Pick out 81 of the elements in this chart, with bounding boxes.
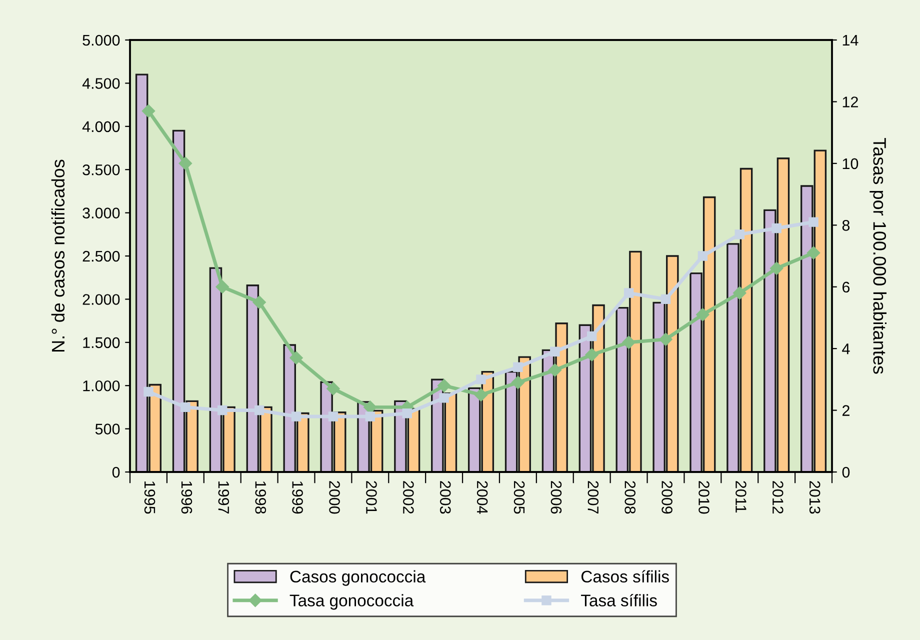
point <box>402 408 412 418</box>
x-tick-label: 2005 <box>514 481 525 514</box>
x-tick-label: 2013 <box>809 481 820 514</box>
x-tick-label: 2002 <box>403 481 414 514</box>
point <box>586 331 597 342</box>
y-tick-label: 1.500 <box>83 337 120 348</box>
x-tick-label: 2006 <box>550 481 562 514</box>
point <box>734 230 744 240</box>
point <box>365 412 376 422</box>
y-tick-label: 0 <box>112 466 120 478</box>
x-tick-label: 1997 <box>218 482 230 514</box>
y-tick-label: 500 <box>95 424 120 434</box>
x-tick-label: 2008 <box>624 481 636 514</box>
y-tick-label: 5.000 <box>82 34 120 46</box>
x-tick-label: 2009 <box>662 481 672 514</box>
y2-tick-label: 4 <box>842 344 850 354</box>
x-tick-label: 2007 <box>588 481 599 514</box>
point <box>144 386 154 397</box>
x-tick-label: 2003 <box>440 481 451 514</box>
x-tick-label: 2010 <box>698 481 710 514</box>
legend-label: Tasa gonococcia <box>290 594 414 610</box>
y2-tick-label: 10 <box>842 158 858 170</box>
x-tick-label: 2011 <box>736 481 746 512</box>
y-tick-label: 3.500 <box>82 164 120 176</box>
point <box>254 405 264 416</box>
legend-label: Casos sífilis <box>581 570 669 583</box>
point <box>437 379 451 392</box>
y2-tick-label: 12 <box>842 96 858 108</box>
x-tick-label: 2000 <box>329 481 340 514</box>
point <box>178 156 192 170</box>
y2-tick-label: 14 <box>842 35 858 46</box>
y2-tick-label: 8 <box>842 220 850 231</box>
point <box>550 346 560 357</box>
x-tick-label: 2001 <box>366 481 377 514</box>
point <box>474 388 488 402</box>
point <box>622 336 636 349</box>
y2-tick-label: 6 <box>842 282 850 293</box>
y-tick-label: 3.000 <box>82 208 120 218</box>
y2-tick-label: 2 <box>842 405 850 416</box>
point <box>585 348 598 362</box>
y-axis-title: N.° de casos notificados <box>51 160 65 352</box>
point <box>476 374 486 384</box>
point <box>364 400 377 414</box>
point <box>808 217 818 227</box>
x-tick-label: 1999 <box>292 482 303 514</box>
point <box>290 351 303 364</box>
point <box>659 332 672 346</box>
x-tick-label: 1996 <box>181 482 192 514</box>
x-tick-label: 2012 <box>772 481 784 514</box>
point <box>291 412 302 422</box>
y-tick-label: 4.500 <box>82 78 120 89</box>
x-tick-label: 1998 <box>255 482 266 514</box>
point <box>806 246 820 260</box>
legend-label: Casos gonococcia <box>290 570 426 586</box>
point <box>511 376 525 390</box>
point <box>328 412 338 422</box>
point <box>513 362 523 372</box>
point <box>660 294 671 304</box>
x-tick-label: 2004 <box>476 481 488 514</box>
point <box>142 104 156 118</box>
point <box>733 286 746 300</box>
point <box>696 308 710 322</box>
point <box>698 251 708 261</box>
y-tick-label: 4.000 <box>82 121 120 132</box>
point <box>216 280 229 294</box>
point <box>326 382 340 396</box>
y2-tick-label: 0 <box>842 466 850 478</box>
legend-label: Tasa sífilis <box>581 594 657 606</box>
point <box>548 364 562 377</box>
point <box>624 288 634 298</box>
y2-axis-title: Tasas por 100.000 habitantes <box>870 138 886 374</box>
point <box>218 405 228 416</box>
point <box>180 402 190 412</box>
point <box>772 223 782 234</box>
point <box>252 296 266 309</box>
y-tick-label: 2.500 <box>82 250 120 262</box>
x-tick-label: 1995 <box>144 482 156 514</box>
point <box>770 262 784 275</box>
point <box>439 393 449 403</box>
y-tick-label: 2.000 <box>82 294 120 305</box>
y-tick-label: 1.000 <box>83 380 120 392</box>
